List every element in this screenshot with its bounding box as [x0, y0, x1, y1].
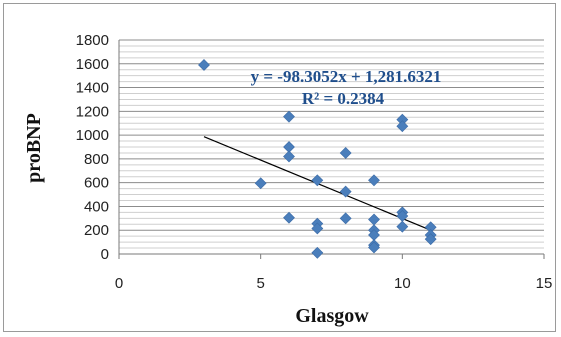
- data-point: [198, 59, 210, 71]
- x-tick-label: 15: [536, 275, 553, 292]
- y-tick-label: 1000: [76, 127, 109, 144]
- x-tick-label: 5: [256, 275, 264, 292]
- data-point: [339, 212, 352, 225]
- data-point: [254, 177, 267, 190]
- data-point: [396, 220, 409, 233]
- y-axis-title: proBNP: [23, 113, 45, 183]
- data-point: [283, 211, 295, 224]
- data-point: [311, 222, 324, 235]
- data-point: [311, 174, 324, 187]
- y-tick-label: 1200: [76, 103, 109, 120]
- x-tick-label: 0: [115, 275, 123, 292]
- x-axis-ticks: 0 5 10 15: [115, 254, 553, 292]
- x-axis-title: Glasgow: [295, 305, 369, 327]
- data-point: [368, 213, 380, 226]
- data-point: [368, 241, 380, 254]
- trendline-equation: y = -98.3052x + 1,281.6321: [251, 67, 442, 86]
- data-point: [339, 185, 352, 198]
- y-tick-label: 400: [84, 198, 109, 215]
- data-points: [198, 59, 437, 259]
- y-tick-label: 800: [84, 151, 109, 168]
- data-point: [368, 174, 380, 187]
- y-tick-label: 1400: [76, 80, 109, 97]
- y-axis-ticks: 0 200 400 600 800 1000 1200 1400 1600 1800: [76, 32, 109, 263]
- y-tick-label: 200: [84, 222, 109, 239]
- grid: [119, 39, 544, 249]
- data-point: [311, 246, 324, 259]
- data-point: [339, 147, 352, 159]
- y-tick-label: 600: [84, 175, 109, 192]
- x-tick-label: 10: [394, 275, 411, 292]
- data-point: [283, 110, 295, 123]
- y-tick-label: 0: [101, 246, 109, 263]
- data-point: [396, 120, 409, 133]
- data-point: [283, 150, 295, 163]
- axes: [118, 40, 544, 255]
- trendline-r2: R² = 0.2384: [302, 89, 385, 108]
- y-tick-label: 1600: [76, 56, 109, 73]
- data-point: [424, 233, 437, 246]
- y-tick-label: 1800: [76, 32, 109, 49]
